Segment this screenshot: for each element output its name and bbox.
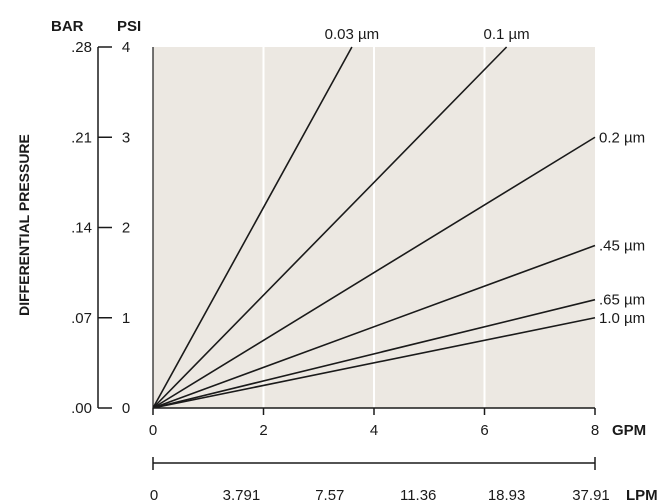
bar-tick-label: .00 xyxy=(71,400,92,417)
psi-unit-label: PSI xyxy=(117,18,141,35)
lpm-tick-label: 0 xyxy=(150,487,158,504)
series-labels: 0.03 µm 0.1 µm 0.2 µm .45 µm .65 µm1.0 µm xyxy=(325,26,646,327)
lpm-ticks: 0 3.791 7.57 11.36 18.93 37.91 xyxy=(150,457,610,504)
gpm-unit-label: GPM xyxy=(612,422,646,439)
series-label: .65 µm xyxy=(599,292,645,309)
psi-tick-label: 2 xyxy=(122,220,130,237)
bar-unit-label: BAR xyxy=(51,18,84,35)
lpm-tick-label: 7.57 xyxy=(315,487,344,504)
psi-tick-labels: 0 1 2 3 4 xyxy=(122,39,130,417)
lpm-tick-label: 3.791 xyxy=(223,487,261,504)
bar-tick-label: .14 xyxy=(71,220,92,237)
gpm-tick-label: 6 xyxy=(480,422,488,439)
gridlines xyxy=(262,47,486,408)
series-label: 0.1 µm xyxy=(484,26,530,43)
y-axis-title: DIFFERENTIAL PRESSURE xyxy=(16,134,32,316)
gpm-ticks: 0 2 4 6 8 xyxy=(149,408,599,439)
lpm-tick-label: 18.93 xyxy=(488,487,526,504)
series-lines xyxy=(152,46,596,409)
psi-tick-label: 4 xyxy=(122,39,130,56)
gpm-tick-label: 4 xyxy=(370,422,378,439)
bar-tick-label: .21 xyxy=(71,129,92,146)
series-label: 0.2 µm xyxy=(599,129,645,146)
series-line xyxy=(152,136,596,409)
gpm-tick-label: 0 xyxy=(149,422,157,439)
lpm-tick-label: 11.36 xyxy=(400,487,436,504)
bar-tick-label: .07 xyxy=(71,310,92,327)
bar-ticks: .00 .07 .14 .21 .28 xyxy=(71,39,112,417)
series-line xyxy=(152,316,596,409)
lpm-unit-label: LPM xyxy=(626,487,658,504)
series-label: 0.03 µm xyxy=(325,26,380,43)
psi-tick-label: 3 xyxy=(122,129,130,146)
series-line xyxy=(152,298,596,409)
series-line xyxy=(152,244,596,409)
lpm-tick-label: 37.91 xyxy=(572,487,610,504)
gpm-tick-label: 2 xyxy=(259,422,267,439)
series-line xyxy=(152,46,353,409)
psi-tick-label: 0 xyxy=(122,400,130,417)
series-line xyxy=(152,46,508,409)
psi-tick-label: 1 xyxy=(122,310,130,327)
series-label: .45 µm xyxy=(599,238,645,255)
gpm-tick-label: 8 xyxy=(591,422,599,439)
series-label: 1.0 µm xyxy=(599,310,645,327)
bar-tick-label: .28 xyxy=(71,39,92,56)
